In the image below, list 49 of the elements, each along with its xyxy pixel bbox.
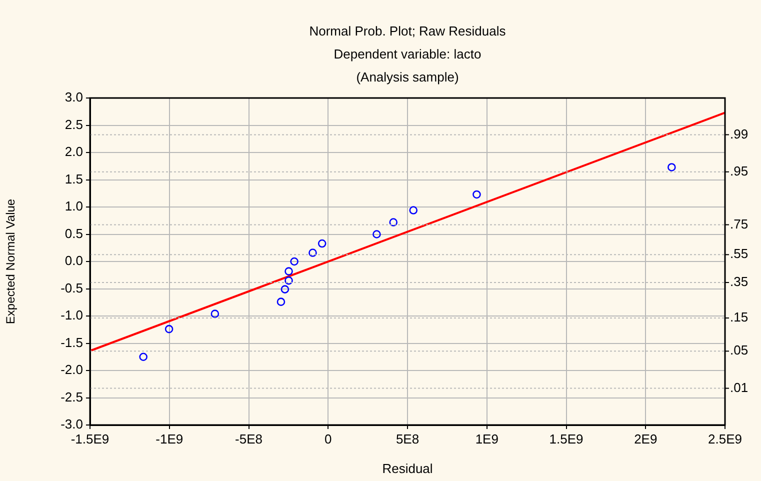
point xyxy=(139,352,148,362)
text: .75 xyxy=(730,216,748,232)
x-tick-label: -1.5E9 xyxy=(70,431,110,446)
chart-subtitle: Dependent variable: lacto (Analysis sample) xyxy=(334,46,482,85)
y-axis-title: Expected Normal Value xyxy=(4,198,18,324)
y-tick-label: -2.5 xyxy=(60,389,83,404)
y-tick-label: -0.5 xyxy=(60,280,83,296)
text: .99 xyxy=(730,126,748,142)
x-tick-label: 1E9 xyxy=(475,431,498,446)
y-tick-label: 2.0 xyxy=(64,144,83,160)
point xyxy=(472,190,481,199)
text: .35 xyxy=(730,274,748,290)
point xyxy=(280,285,290,294)
point xyxy=(290,257,298,266)
x-tick-label: 1.5E9 xyxy=(549,431,584,446)
y-tick-label: -1.5 xyxy=(60,334,83,350)
point xyxy=(389,218,398,226)
point xyxy=(409,206,418,214)
text: .01 xyxy=(730,380,748,395)
point xyxy=(276,298,286,306)
x-tick-label: -1E9 xyxy=(156,431,184,446)
point xyxy=(164,324,174,334)
point xyxy=(210,310,220,318)
x-tick-label: -5E8 xyxy=(235,431,262,446)
point xyxy=(668,163,676,172)
text: .55 xyxy=(730,246,748,262)
point xyxy=(308,248,317,257)
x-axis-title: Residual xyxy=(382,460,433,476)
y-tick-label: 1.0 xyxy=(64,198,83,214)
text: .05 xyxy=(730,342,748,358)
point xyxy=(284,267,293,276)
x-tick-label: 2.5E9 xyxy=(708,431,742,446)
x-tick-label: 5E8 xyxy=(396,431,420,446)
point xyxy=(372,230,381,238)
y-tick-label: -3.0 xyxy=(60,416,83,432)
chart-title: Normal Prob. Plot; Raw Residuals xyxy=(309,24,506,39)
x-tick-label: 0 xyxy=(324,431,332,446)
text: .15 xyxy=(730,310,748,325)
text: .95 xyxy=(730,163,748,178)
y-tick-label: 1.5 xyxy=(64,171,83,186)
point xyxy=(284,276,293,285)
x-tick-label: 2E9 xyxy=(634,431,658,446)
y-tick-label: 2.5 xyxy=(64,116,83,132)
point xyxy=(318,239,326,248)
y-tick-label: 0.0 xyxy=(64,253,83,268)
y-tick-label: -1.0 xyxy=(60,308,83,323)
y-tick-label: 3.0 xyxy=(64,90,83,105)
y-tick-label: -2.0 xyxy=(60,362,83,378)
y-tick-label: 0.5 xyxy=(64,226,83,241)
